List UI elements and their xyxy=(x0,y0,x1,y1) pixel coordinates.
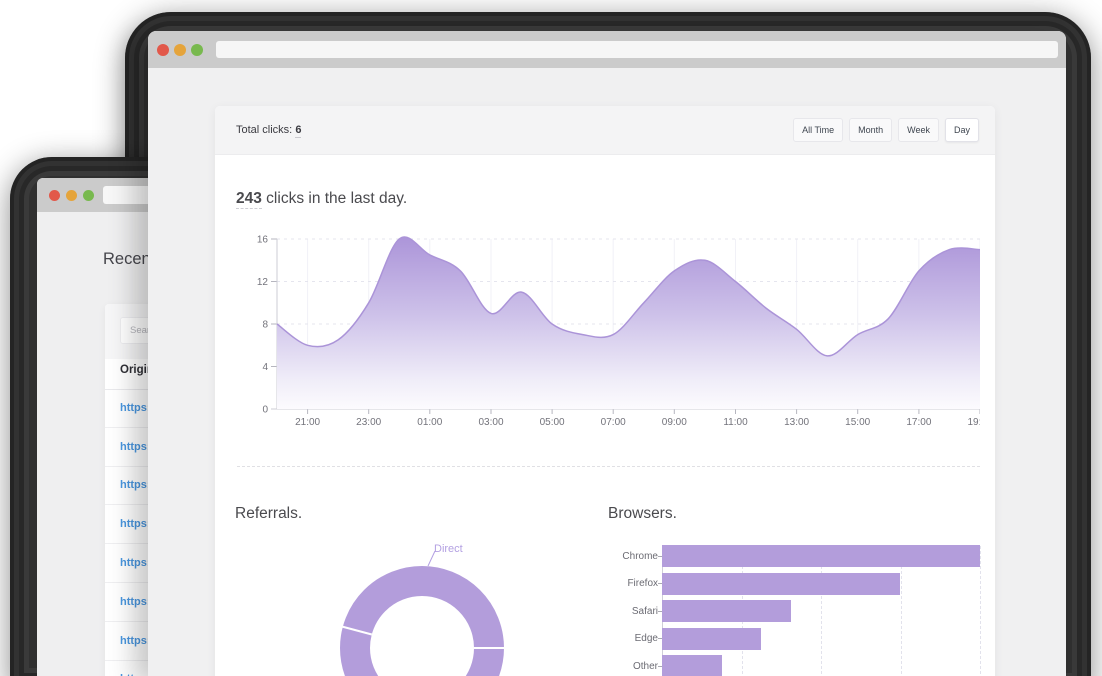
bar-track xyxy=(662,545,980,567)
svg-text:03:00: 03:00 xyxy=(478,417,503,428)
axis-tick xyxy=(658,638,662,640)
browsers-bar-chart: Chrome Firefox Safari Edge Other xyxy=(608,545,981,676)
gridline xyxy=(900,546,902,676)
origin-link[interactable]: https: xyxy=(120,479,151,492)
bar-track xyxy=(662,627,980,650)
bar-row-chrome: Chrome xyxy=(608,545,980,567)
origin-link[interactable]: https: xyxy=(120,595,151,608)
bar-category-label: Other xyxy=(632,660,658,672)
front-url-bar[interactable] xyxy=(216,41,1058,58)
minimize-window-icon[interactable] xyxy=(66,190,77,201)
referrals-title: Referrals. xyxy=(235,505,303,522)
total-clicks-value: 6 xyxy=(295,124,302,138)
origin-link[interactable]: https: xyxy=(120,518,151,531)
filter-group: All Time Month Week Day xyxy=(787,118,979,142)
svg-text:05:00: 05:00 xyxy=(540,417,565,428)
bar-row-other: Other xyxy=(608,655,980,676)
svg-text:13:00: 13:00 xyxy=(784,417,809,428)
table-header-origin: Origin xyxy=(120,364,154,376)
svg-text:11:00: 11:00 xyxy=(723,417,748,428)
close-window-icon[interactable] xyxy=(49,190,60,201)
clicks-headline-text: clicks in the last day. xyxy=(261,190,408,207)
bar-edge xyxy=(662,627,761,650)
analytics-card: Total clicks: 6 All Time Month Week Day 243… xyxy=(215,106,995,676)
filter-button-all-time[interactable]: All Time xyxy=(793,118,844,142)
bar-category-label: Edge xyxy=(634,633,658,645)
svg-text:23:00: 23:00 xyxy=(356,417,381,428)
svg-text:16: 16 xyxy=(257,235,269,246)
close-window-icon[interactable] xyxy=(157,44,169,56)
table-row: https: xyxy=(105,661,535,676)
svg-text:07:00: 07:00 xyxy=(601,417,626,428)
origin-link[interactable]: https: xyxy=(120,440,151,453)
bar-track xyxy=(662,655,980,676)
front-traffic-lights xyxy=(157,44,203,56)
origin-link[interactable]: https: xyxy=(120,557,151,570)
back-traffic-lights xyxy=(49,190,94,201)
clicks-area-chart: 21:00 23:00 01:00 03:00 05:00 07:00 09:00 11:00… xyxy=(235,230,993,430)
filter-button-week[interactable]: Week xyxy=(898,118,939,142)
filter-button-day[interactable]: Day xyxy=(944,118,979,142)
svg-text:8: 8 xyxy=(262,320,268,331)
origin-link[interactable]: https: xyxy=(120,634,151,647)
filter-button-month[interactable]: Month xyxy=(849,118,893,142)
referrals-donut-chart: Direct xyxy=(330,536,520,676)
total-clicks-label: Total clicks: xyxy=(236,124,293,136)
section-divider xyxy=(237,466,980,467)
minimize-window-icon[interactable] xyxy=(174,44,186,56)
axis-tick xyxy=(658,555,662,557)
bar-chrome xyxy=(662,545,980,567)
bar-track xyxy=(662,600,980,623)
clicks-headline: 243 clicks in the last day. xyxy=(236,190,408,209)
origin-link[interactable]: https: xyxy=(120,673,151,676)
bar-category-label: Chrome xyxy=(622,550,658,562)
clicks-count: 243 xyxy=(236,190,262,209)
svg-text:01:00: 01:00 xyxy=(417,417,442,428)
analytics-card-header: Total clicks: 6 All Time Month Week Day xyxy=(215,106,995,155)
origin-link[interactable]: https: xyxy=(120,402,151,415)
svg-text:12: 12 xyxy=(257,277,269,288)
back-page-title: Recen xyxy=(103,250,151,268)
front-window: Total clicks: 6 All Time Month Week Day 243… xyxy=(148,31,1066,676)
axis-tick xyxy=(658,610,662,612)
gridline xyxy=(980,546,981,676)
axis-tick xyxy=(658,665,662,667)
bar-safari xyxy=(662,600,792,623)
bar-firefox xyxy=(662,572,900,595)
svg-text:4: 4 xyxy=(262,362,268,373)
svg-text:09:00: 09:00 xyxy=(662,417,687,428)
donut-segment-label: Direct xyxy=(434,543,463,555)
svg-text:17:00: 17:00 xyxy=(906,417,931,428)
browsers-title: Browsers. xyxy=(608,505,677,522)
bar-other xyxy=(662,655,723,676)
total-clicks: Total clicks: 6 xyxy=(236,124,302,138)
bar-category-label: Safari xyxy=(631,605,658,617)
maximize-window-icon[interactable] xyxy=(83,190,94,201)
maximize-window-icon[interactable] xyxy=(191,44,203,56)
gridline xyxy=(821,546,822,676)
front-titlebar xyxy=(148,31,1066,68)
bar-track xyxy=(662,572,980,595)
bar-row-edge: Edge xyxy=(608,627,980,650)
svg-text:19:00: 19:00 xyxy=(967,417,980,428)
svg-text:15:00: 15:00 xyxy=(845,417,870,428)
bar-category-label: Firefox xyxy=(627,578,658,590)
bar-row-firefox: Firefox xyxy=(608,572,980,595)
svg-text:0: 0 xyxy=(262,405,268,416)
axis-tick xyxy=(658,583,662,585)
bar-row-safari: Safari xyxy=(608,600,980,623)
svg-text:21:00: 21:00 xyxy=(295,417,320,428)
